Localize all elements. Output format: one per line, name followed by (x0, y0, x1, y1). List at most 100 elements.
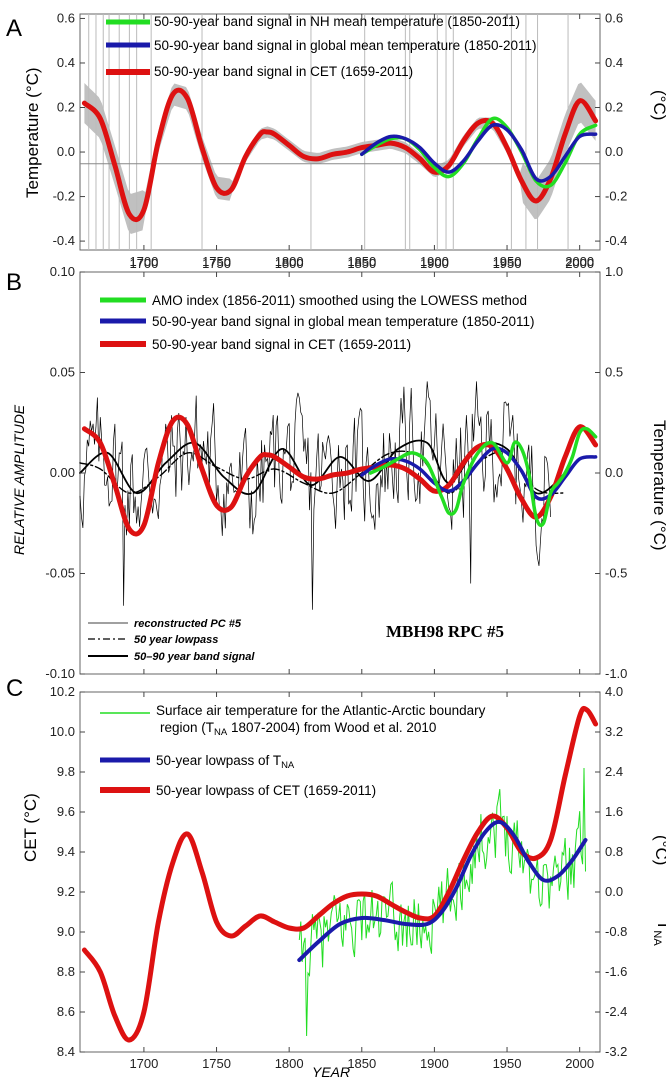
x-tick-label: 1900 (420, 256, 449, 271)
y-tick-label: 0.10 (50, 264, 75, 279)
legend-c-blue-label-sub: NA (281, 760, 295, 771)
panel-c-legend: Surface air temperature for the Atlantic… (100, 703, 486, 798)
y-tick-label-right: 0.6 (605, 10, 623, 25)
x-tick-label: 2000 (565, 254, 594, 269)
panel-c-frame (79, 691, 601, 1053)
legend-c-green-label-2: region (TNA 1807-2004) from Wood et al. … (160, 720, 436, 738)
panel-a-ylabel: Temperature (°C) (23, 67, 42, 198)
uncertainty-band (84, 82, 596, 234)
panel-b-x-ticks: 1700 1750 1800 1850 1900 1950 2000 (129, 254, 594, 674)
y-tick-label-right: 0.0 (605, 884, 623, 899)
x-tick-label: 1800 (275, 1056, 304, 1071)
x-tick-label: 1900 (420, 254, 449, 269)
legend-c-green-label-2b: NA (214, 727, 228, 738)
x-axis-label: YEAR (312, 1064, 350, 1078)
y-tick-label: 0.05 (50, 365, 75, 380)
panel-a-legend: 50-90-year band signal in NH mean temper… (106, 14, 537, 79)
panel-c-ylabel: CET (°C) (21, 793, 40, 862)
panel-a-vertical-markers (88, 14, 569, 250)
panel-c: 10.2 10.0 9.8 9.6 9.4 9.2 9.0 8.8 8.6 8.4 4.0 3.2 2.… (21, 684, 666, 1078)
x-tick-label: 1950 (493, 256, 522, 271)
panel-a-x-ticks: 1700 1750 1800 1850 1900 1950 2000 (129, 14, 594, 271)
y-tick-label-right: 1.6 (605, 804, 623, 819)
y-tick-label: -0.4 (53, 233, 75, 248)
y-tick-label: 0.6 (57, 10, 75, 25)
y-tick-label-right: -0.5 (605, 566, 627, 581)
legend-c-blue-label: 50-year lowpass of TNA (156, 753, 295, 771)
y-tick-label: 9.0 (57, 924, 75, 939)
panel-a-frame (79, 13, 601, 251)
legend-a-green-label: 50-90-year band signal in NH mean temper… (154, 14, 520, 29)
y-tick-label: 0.2 (57, 100, 75, 115)
panel-c-ylabel-right-main: T (654, 920, 666, 930)
legend-a-red-label: 50-90-year band signal in CET (1659-2011… (154, 64, 413, 79)
panel-a-ylabel-right: (°C) (650, 90, 666, 120)
series-global-band-signal-b (360, 446, 598, 501)
legend-c-green-label-2a: region (T (160, 720, 214, 735)
panel-b-legend: AMO index (1856-2011) smoothed using the… (100, 293, 535, 352)
y-tick-label-right: 0.8 (605, 844, 623, 859)
y-tick-label-right: 0.2 (605, 100, 623, 115)
x-tick-label: 2000 (565, 1056, 594, 1071)
x-tick-label: 1700 (129, 256, 158, 271)
y-tick-label: 0.0 (57, 144, 75, 159)
legend-b-green-label: AMO index (1856-2011) smoothed using the… (152, 293, 527, 308)
panel-b-inner-legend: reconstructed PC #5 50 year lowpass 50–9… (88, 618, 255, 663)
panel-c-ylabel-right: TNA (651, 920, 666, 946)
y-tick-label: -0.2 (53, 189, 75, 204)
panel-b-annotation: MBH98 RPC #5 (386, 622, 504, 641)
panel-b-y-ticks: 0.10 0.05 0.00 -0.05 -0.10 1.0 0.5 0.0 -0.5 -1.0 (45, 264, 627, 681)
y-tick-label: 10.2 (50, 684, 75, 699)
panel-c-ylabel-right-sub: NA (651, 930, 663, 946)
x-tick-label: 1850 (347, 1056, 376, 1071)
panel-b-ylabel-right: Temperature (°C) (650, 420, 666, 551)
x-tick-label: 1750 (202, 254, 231, 269)
panel-c-series (81, 705, 599, 1043)
y-tick-label-right: 0.5 (605, 365, 623, 380)
y-tick-label-right: -0.2 (605, 189, 627, 204)
panel-c-x-ticks: 1700 1750 1800 1850 1900 1950 2000 (129, 692, 594, 1071)
y-tick-label-right: -1.6 (605, 964, 627, 979)
panel-a-y-ticks: 0.6 0.4 0.2 0.0 -0.2 -0.4 0.6 0.4 0.2 0.0 -0.2 -0.4 (53, 10, 628, 248)
y-tick-label-right: 0.0 (605, 465, 623, 480)
x-tick-label: 1700 (129, 254, 158, 269)
y-tick-label: 9.8 (57, 764, 75, 779)
panel-a-series (81, 87, 599, 223)
series-reconstructed-pc5 (79, 381, 551, 610)
y-tick-label-right: 0.4 (605, 55, 623, 70)
y-tick-label-right: -2.4 (605, 1004, 627, 1019)
panel-b-reconstructed-pc5 (79, 381, 551, 610)
panel-letter-b: B (6, 269, 22, 296)
x-tick-label: 1800 (275, 254, 304, 269)
x-tick-label: 1900 (420, 1056, 449, 1071)
y-tick-label: -0.05 (45, 566, 75, 581)
panel-a: 0.6 0.4 0.2 0.0 -0.2 -0.4 0.6 0.4 0.2 0.0 -0.2 -0.4… (23, 10, 666, 271)
series-cet-band-signal-b (81, 414, 599, 537)
y-tick-label: 8.4 (57, 1044, 75, 1059)
y-tick-label-right: 0.0 (605, 144, 623, 159)
series-cet-band-signal (81, 87, 599, 223)
legend-a-blue-label: 50-90-year band signal in global mean te… (154, 38, 537, 53)
y-tick-label: 10.0 (50, 724, 75, 739)
panel-b-series (79, 414, 599, 537)
y-tick-label: 9.6 (57, 804, 75, 819)
inner-legend-reconstructed: reconstructed PC #5 (134, 618, 242, 630)
series-tna-lowpass (297, 819, 588, 962)
legend-c-green-label-2c: 1807-2004) from Wood et al. 2010 (227, 720, 436, 735)
legend-c-red-label: 50-year lowpass of CET (1659-2011) (156, 783, 376, 798)
x-tick-label: 1950 (493, 1056, 522, 1071)
y-tick-label-right: -1.0 (605, 666, 627, 681)
y-tick-label: 8.8 (57, 964, 75, 979)
panel-letter-a: A (6, 15, 22, 42)
y-tick-label: 9.2 (57, 884, 75, 899)
y-tick-label: 0.4 (57, 55, 75, 70)
legend-b-red-label: 50-90-year band signal in CET (1659-2011… (152, 337, 411, 352)
y-tick-label-right: 2.4 (605, 764, 623, 779)
legend-b-blue-label: 50-90-year band signal in global mean te… (152, 314, 535, 329)
y-tick-label: -0.10 (45, 666, 75, 681)
x-tick-label: 1850 (347, 256, 376, 271)
y-tick-label-right: 3.2 (605, 724, 623, 739)
legend-c-blue-label-main: 50-year lowpass of T (156, 753, 281, 768)
x-tick-label: 1700 (129, 1056, 158, 1071)
